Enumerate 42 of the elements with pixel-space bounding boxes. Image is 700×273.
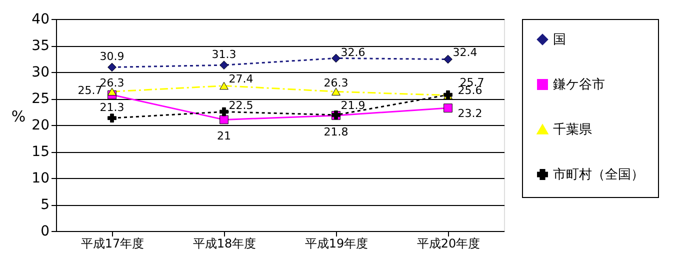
legend-label: 鎌ケ谷市 <box>553 78 605 92</box>
y-tick-label: 20 <box>32 118 50 134</box>
legend-label: 市町村（全国） <box>553 168 644 182</box>
x-tick-label: 平成20年度 <box>416 236 480 250</box>
data-label: 23.2 <box>458 107 482 120</box>
data-label: 21.9 <box>340 99 366 112</box>
data-label: 21.8 <box>324 126 348 138</box>
legend-label: 国 <box>553 32 566 48</box>
data-label: 26.3 <box>324 76 348 90</box>
data-label: 30.9 <box>100 50 124 64</box>
data-label: 27.4 <box>228 72 254 86</box>
data-label: 32.4 <box>452 46 478 59</box>
point <box>444 104 452 112</box>
data-label: 21 <box>217 130 231 143</box>
y-tick-label: 30 <box>32 64 50 80</box>
x-tick-label: 平成18年度 <box>192 236 256 250</box>
data-label: 32.6 <box>340 46 366 59</box>
y-tick-label: 35 <box>32 38 50 54</box>
point <box>108 62 116 72</box>
data-label: 21.3 <box>100 101 124 114</box>
x-tick-label: 平成17年度 <box>80 236 144 250</box>
point <box>220 60 228 70</box>
data-label: 26.3 <box>100 76 124 90</box>
point <box>332 88 340 96</box>
point <box>220 115 228 124</box>
y-tick-label: 25 <box>32 91 50 107</box>
y-tick-label: 15 <box>32 144 50 160</box>
point <box>444 54 452 64</box>
point <box>108 88 116 96</box>
point <box>220 107 228 116</box>
y-tick-label: 40 <box>32 12 50 28</box>
y-axis-title: % <box>11 108 26 126</box>
point <box>108 114 116 123</box>
point <box>220 82 228 90</box>
y-tick-label: 5 <box>40 197 50 213</box>
data-label: 22.5 <box>228 99 254 112</box>
x-tick-label: 平成19年度 <box>304 236 368 250</box>
y-tick-label: 10 <box>32 170 50 186</box>
y-tick-label: 0 <box>40 224 50 240</box>
point <box>332 54 340 63</box>
data-label: 31.3 <box>212 48 236 62</box>
legend-label: 千葉県 <box>553 122 592 138</box>
